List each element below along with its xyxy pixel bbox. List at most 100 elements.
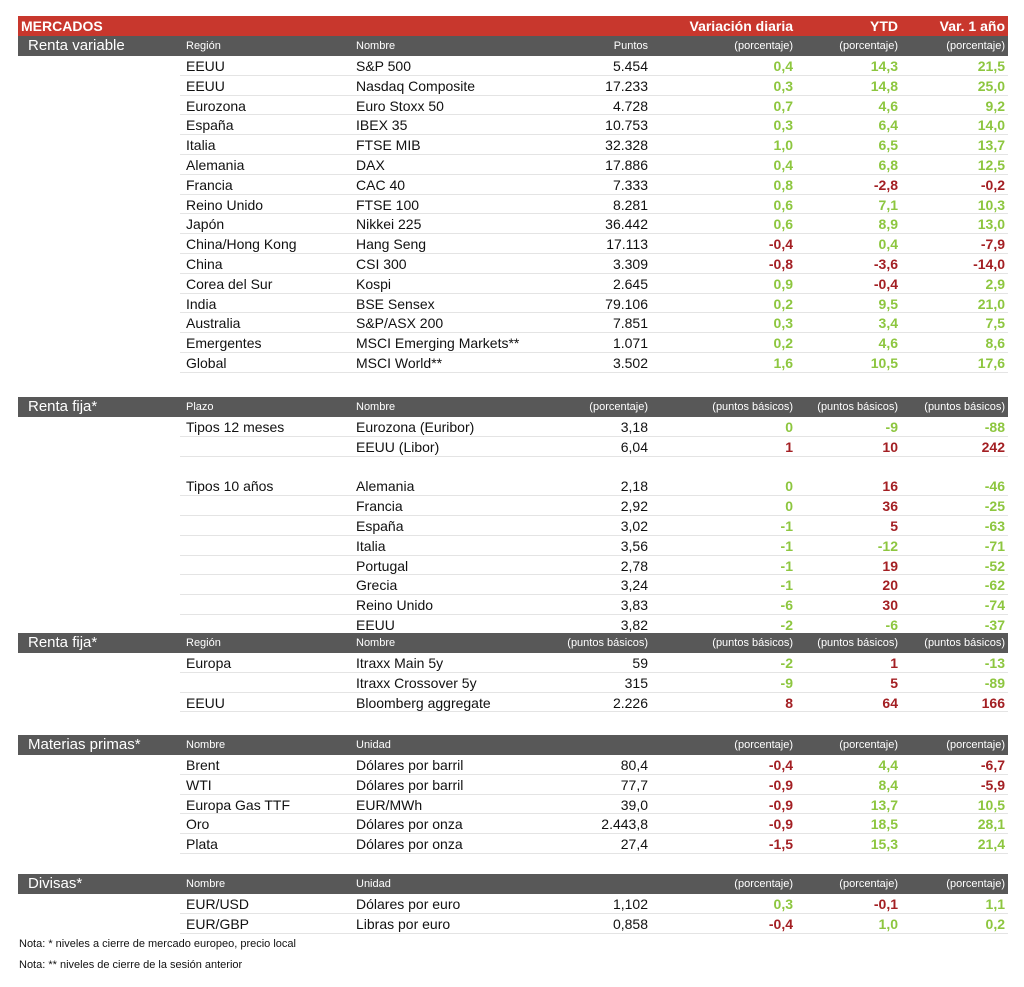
cell-name: S&P/ASX 200 bbox=[356, 315, 444, 332]
row-rule bbox=[180, 173, 1008, 175]
cell-name: Dólares por barril bbox=[356, 776, 464, 793]
cell-level: 39,0 bbox=[620, 796, 648, 813]
cell-ytd: 14,8 bbox=[870, 77, 898, 94]
column-title: Var. 1 año bbox=[939, 18, 1005, 34]
cell-level: 1,102 bbox=[612, 896, 648, 912]
section-title: Renta fija* bbox=[28, 634, 98, 651]
cell-region: WTI bbox=[186, 776, 212, 793]
section-bar bbox=[18, 36, 1008, 56]
cell-level: 2.226 bbox=[612, 694, 648, 711]
cell-region: EEUU bbox=[186, 58, 225, 74]
cell-year: -62 bbox=[984, 577, 1005, 594]
row-rule bbox=[180, 691, 1008, 693]
cell-year: -89 bbox=[984, 674, 1005, 691]
cell-level: 17.886 bbox=[605, 157, 648, 173]
cell-name: Dólares por onza bbox=[356, 836, 463, 853]
cell-region: Francia bbox=[186, 176, 233, 193]
cell-region: Corea del Sur bbox=[186, 275, 273, 292]
cell-name: Nikkei 225 bbox=[356, 216, 422, 233]
cell-region: Global bbox=[186, 355, 227, 371]
cell-region: España bbox=[186, 117, 234, 134]
cell-ytd: 9,5 bbox=[878, 295, 898, 312]
cell-year: -0,2 bbox=[980, 176, 1005, 193]
cell-day: -2 bbox=[780, 655, 793, 671]
row-rule bbox=[180, 332, 1008, 334]
column-header: Puntos bbox=[613, 40, 648, 52]
row-rule bbox=[180, 594, 1008, 596]
cell-level: 315 bbox=[624, 674, 648, 691]
cell-name: BSE Sensex bbox=[356, 295, 435, 312]
cell-name: CAC 40 bbox=[356, 176, 406, 193]
column-title: Variación diaria bbox=[689, 18, 794, 34]
cell-ytd: 6,8 bbox=[878, 157, 898, 173]
title: MERCADOS bbox=[21, 18, 103, 34]
column-header: (puntos básicos) bbox=[712, 637, 793, 649]
row-rule bbox=[180, 292, 1008, 294]
row-rule bbox=[180, 614, 1008, 615]
cell-ytd: 6,4 bbox=[878, 117, 898, 134]
row-rule bbox=[180, 932, 1008, 934]
cell-level: 79.106 bbox=[605, 295, 648, 312]
column-header: (porcentaje) bbox=[839, 878, 898, 890]
cell-ytd: -12 bbox=[877, 537, 898, 554]
cell-name: FTSE MIB bbox=[356, 137, 421, 154]
cell-year: -14,0 bbox=[973, 256, 1005, 272]
cell-name: DAX bbox=[356, 157, 385, 173]
cell-year: 13,7 bbox=[977, 137, 1005, 154]
cell-ytd: -0,4 bbox=[873, 275, 898, 292]
cell-day: -0,9 bbox=[768, 776, 793, 793]
cell-ytd: 0,4 bbox=[878, 236, 898, 253]
column-header: (puntos básicos) bbox=[817, 401, 898, 413]
cell-day: -0,9 bbox=[768, 796, 793, 813]
cell-day: 0,9 bbox=[773, 275, 793, 292]
note: Nota: ** niveles de cierre de la sesión … bbox=[19, 959, 243, 971]
cell-year: -46 bbox=[984, 478, 1005, 495]
cell-day: -1,5 bbox=[768, 836, 793, 853]
cell-ytd: -9 bbox=[885, 419, 898, 435]
row-rule bbox=[180, 154, 1008, 155]
cell-ytd: 36 bbox=[882, 498, 898, 515]
cell-level: 3.502 bbox=[612, 355, 648, 371]
cell-region: Europa bbox=[186, 655, 232, 671]
cell-year: 21,4 bbox=[977, 836, 1005, 853]
cell-ytd: 18,5 bbox=[870, 816, 898, 833]
cell-level: 6,04 bbox=[620, 438, 648, 455]
cell-level: 17.113 bbox=[606, 236, 648, 253]
column-header: (puntos básicos) bbox=[924, 401, 1005, 413]
cell-name: S&P 500 bbox=[356, 58, 412, 74]
row-rule bbox=[180, 94, 1008, 96]
row-rule bbox=[180, 193, 1008, 195]
cell-year: 10,5 bbox=[977, 796, 1005, 813]
cell-day: 1,6 bbox=[773, 355, 793, 371]
cell-region: Alemania bbox=[186, 157, 245, 173]
cell-region: EUR/USD bbox=[186, 896, 250, 912]
cell-year: -25 bbox=[984, 498, 1005, 515]
cell-day: 0,3 bbox=[773, 117, 793, 134]
cell-region: Japón bbox=[186, 216, 225, 233]
cell-level: 2,78 bbox=[620, 557, 648, 574]
row-rule bbox=[180, 213, 1008, 215]
cell-name: Kospi bbox=[356, 275, 392, 292]
cell-level: 77,7 bbox=[620, 776, 648, 793]
cell-name: MSCI World** bbox=[356, 355, 443, 371]
cell-year: 17,6 bbox=[977, 355, 1005, 371]
row-rule bbox=[180, 671, 1008, 673]
cell-year: -6,7 bbox=[980, 757, 1005, 773]
cell-name: FTSE 100 bbox=[356, 196, 420, 213]
cell-region: Tipos 10 años bbox=[186, 478, 274, 495]
cell-region: Eurozona bbox=[186, 97, 246, 114]
cell-ytd: 10 bbox=[882, 438, 898, 455]
cell-region: Emergentes bbox=[186, 335, 262, 352]
column-header: Región bbox=[186, 40, 221, 52]
cell-ytd: 15,3 bbox=[870, 836, 898, 853]
cell-name: EUR/MWh bbox=[356, 796, 423, 813]
column-header: (porcentaje) bbox=[734, 40, 793, 52]
cell-region: Tipos 12 meses bbox=[186, 419, 285, 435]
cell-name: Dólares por barril bbox=[356, 757, 464, 773]
column-header: (porcentaje) bbox=[734, 739, 793, 751]
row-rule bbox=[180, 134, 1008, 136]
section-bar bbox=[18, 735, 1008, 755]
cell-ytd: 5 bbox=[890, 518, 898, 534]
cell-ytd: 64 bbox=[882, 694, 898, 711]
cell-year: 13,0 bbox=[977, 216, 1005, 233]
